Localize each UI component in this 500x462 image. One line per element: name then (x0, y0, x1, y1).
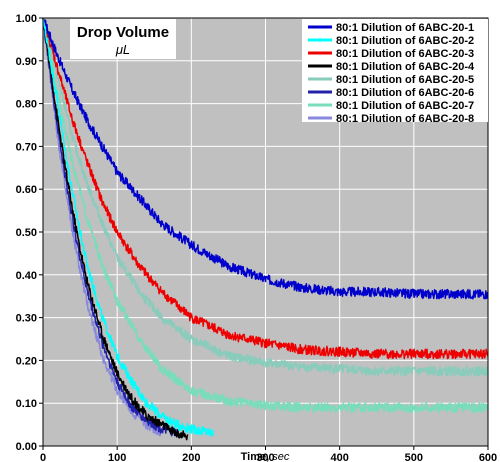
y-tick-label: 0.70 (16, 141, 37, 153)
legend-label: 80:1 Dilution of 6ABC-20-6 (336, 87, 474, 99)
x-tick-label: 300 (256, 452, 274, 462)
legend-label: 80:1 Dilution of 6ABC-20-5 (336, 74, 474, 86)
legend-label: 80:1 Dilution of 6ABC-20-3 (336, 48, 474, 60)
x-tick-label: 200 (182, 452, 200, 462)
chart-subtitle: μL (115, 42, 130, 57)
y-tick-label: 0.40 (16, 270, 37, 282)
legend-label: 80:1 Dilution of 6ABC-20-8 (336, 113, 474, 125)
y-tick-label: 0.00 (16, 441, 37, 453)
grid-lines (43, 18, 488, 446)
legend-label: 80:1 Dilution of 6ABC-20-7 (336, 100, 474, 112)
series-line-6 (42, 17, 178, 437)
series-line-3 (42, 17, 489, 360)
legend-items: 80:1 Dilution of 6ABC-20-180:1 Dilution … (308, 22, 475, 125)
y-tick-label: 0.30 (16, 313, 37, 325)
x-tick-label: 600 (479, 452, 497, 462)
y-tick-label: 0.10 (16, 398, 37, 410)
y-tick-label: 0.20 (16, 355, 37, 367)
legend-label: 80:1 Dilution of 6ABC-20-4 (336, 61, 475, 73)
chart-title: Drop Volume (77, 24, 169, 41)
series-line-4 (42, 17, 189, 441)
y-tick-label: 0.90 (16, 56, 37, 68)
series-line-7 (42, 17, 488, 413)
chart-title-box: Drop Volume μL (70, 19, 176, 59)
series-line-2 (42, 17, 215, 437)
x-tick-label: 0 (40, 452, 46, 462)
series-layer (42, 17, 489, 441)
legend-label: 80:1 Dilution of 6ABC-20-2 (336, 35, 474, 47)
x-axis: 0 100 200 300 400 500 600 (40, 446, 497, 462)
x-tick-label: 100 (108, 452, 126, 462)
x-tick-label: 500 (405, 452, 423, 462)
y-tick-label: 1.00 (16, 13, 37, 25)
y-tick-label: 0.60 (16, 184, 37, 196)
x-axis-label: Time, (241, 451, 270, 462)
y-tick-label: 0.50 (16, 227, 37, 239)
x-axis-title: Time, sec (241, 451, 290, 462)
title-box (70, 19, 176, 59)
x-axis-unit: sec (272, 451, 290, 462)
series-line-5 (42, 17, 489, 377)
legend: 80:1 Dilution of 6ABC-20-180:1 Dilution … (302, 19, 488, 125)
x-tick-label: 400 (330, 452, 348, 462)
legend-label: 80:1 Dilution of 6ABC-20-1 (336, 22, 474, 34)
y-axis: 0.00 0.10 0.20 0.30 0.40 0.50 0.60 0.70 0.80 0.90… (16, 13, 43, 453)
legend-box (302, 19, 488, 122)
series-line-1 (42, 17, 489, 300)
y-tick-label: 0.80 (16, 99, 37, 111)
